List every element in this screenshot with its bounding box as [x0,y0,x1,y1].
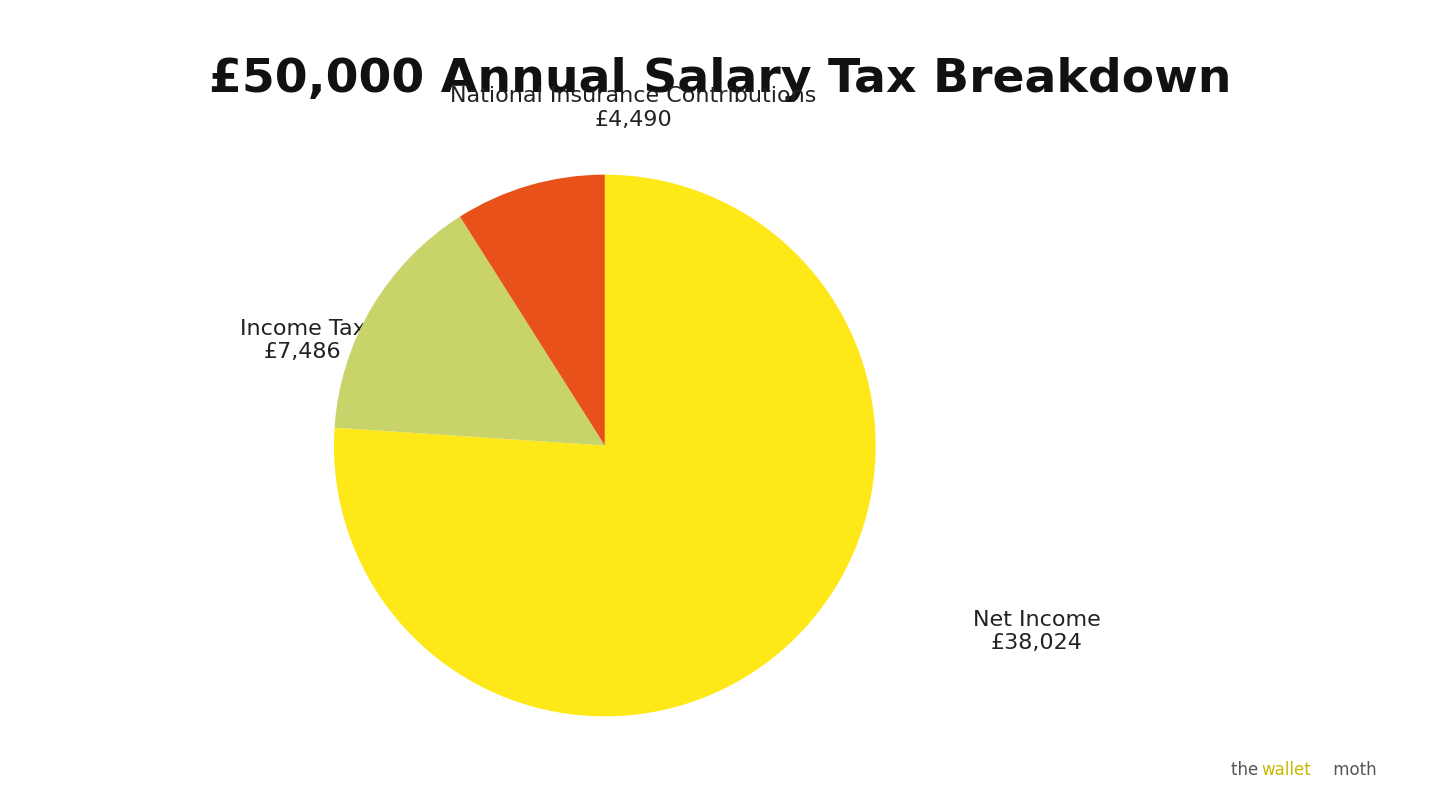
Text: moth: moth [1328,761,1377,779]
Text: wallet: wallet [1261,761,1312,779]
Text: Income Tax
£7,486: Income Tax £7,486 [239,318,366,362]
Text: Net Income
£38,024: Net Income £38,024 [973,610,1100,654]
Text: National Insurance Contributions
£4,490: National Insurance Contributions £4,490 [451,87,816,130]
Wedge shape [334,175,876,716]
Text: the: the [1231,761,1264,779]
Text: £50,000 Annual Salary Tax Breakdown: £50,000 Annual Salary Tax Breakdown [209,57,1231,102]
Wedge shape [334,216,605,446]
Wedge shape [459,175,605,446]
